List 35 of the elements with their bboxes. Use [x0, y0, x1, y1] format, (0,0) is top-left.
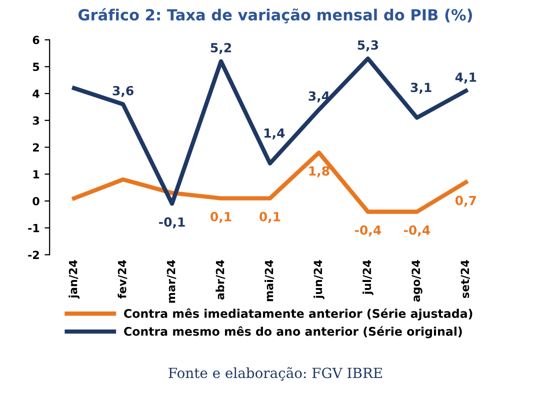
y-tick-label: 4: [32, 90, 40, 98]
data-label: 5,3: [358, 40, 378, 52]
data-label: 0,1: [260, 212, 280, 223]
y-tick-label: 2: [33, 143, 39, 152]
legend-label: Contra mês imediatamente anterior (Série ajustada): [124, 308, 472, 320]
x-tick-label: jun/24: [314, 260, 324, 300]
y-tick-label: -1: [28, 224, 40, 232]
data-label: 4,1: [455, 72, 476, 84]
x-tick-label: set/24: [460, 260, 470, 298]
y-tick-label: 5: [32, 62, 40, 72]
legend-label: Contra mesmo mês do ano anterior (Série original): [124, 326, 462, 338]
data-label: 0,1: [210, 212, 232, 223]
source-note: Fonte e elaboração: FGV IBRE: [168, 367, 382, 381]
x-tick-label: mar/24: [166, 260, 176, 303]
x-tick-label: abr/24: [216, 260, 226, 300]
data-label: -0,1: [159, 217, 185, 228]
x-tick-label: jul/24: [362, 260, 374, 295]
y-tick-label: 1: [33, 170, 40, 178]
data-label: 3,1: [410, 82, 432, 94]
data-label: 0,7: [455, 196, 476, 207]
y-tick-label: 0: [32, 196, 40, 206]
x-tick-label: jan/24: [68, 260, 80, 299]
x-tick-label: mai/24: [264, 260, 274, 302]
data-label: 3,6: [112, 86, 134, 97]
data-label: 1,8: [309, 166, 330, 178]
x-tick-label: fev/24: [118, 260, 128, 299]
y-tick-label: 3: [32, 116, 39, 125]
y-tick-label: -2: [28, 250, 39, 259]
y-tick-label: 6: [32, 36, 40, 44]
x-tick-label: ago/24: [412, 260, 422, 302]
chart-title: Gráfico 2: Taxa de variação mensal do PIB (%): [78, 8, 472, 24]
data-label: 5,2: [210, 42, 231, 54]
data-label: -0,4: [404, 225, 430, 236]
data-label: 1,4: [264, 128, 285, 140]
data-label: -0,4: [354, 225, 382, 236]
